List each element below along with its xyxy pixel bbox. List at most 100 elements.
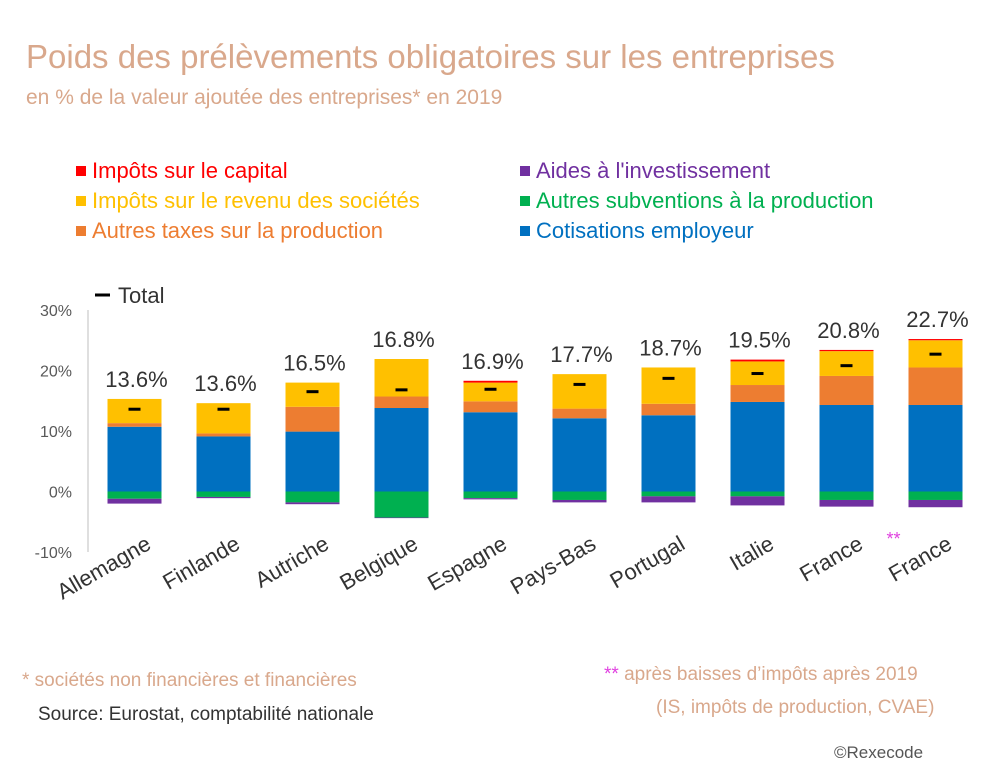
bar-segment <box>285 502 340 505</box>
legend-corporate-income-tax: Impôts sur le revenu des sociétés <box>76 188 420 214</box>
total-value-label: 16.8% <box>372 327 434 352</box>
footnote-tax-cuts-detail: (IS, impôts de production, CVAE) <box>656 697 935 718</box>
bar-segment <box>552 374 607 409</box>
footnote-tax-cuts: ** après baisses d’impôts après 2019 <box>604 664 918 686</box>
bar-segment <box>908 367 963 405</box>
bar-segment <box>463 412 518 492</box>
total-value-label: 16.5% <box>283 351 345 376</box>
legend-swatch-purple <box>520 166 530 176</box>
category-label: Finlande <box>158 531 244 595</box>
bar-segment <box>196 433 251 437</box>
category-note-marker: ** <box>887 529 901 549</box>
bar-segment <box>463 382 518 402</box>
footnote-marker: ** <box>604 664 619 685</box>
legend-label-investment-aid: Aides à l'investissement <box>536 158 771 183</box>
total-value-label: 20.8% <box>817 318 879 343</box>
bar-segment <box>107 491 162 499</box>
bar-segment <box>374 517 429 519</box>
bar-segment <box>285 491 340 503</box>
bar-segment <box>374 408 429 492</box>
total-value-label: 13.6% <box>105 367 167 392</box>
bar-segment <box>819 351 874 376</box>
bar-segment <box>908 339 963 341</box>
bar-segment <box>552 499 607 503</box>
legend-production-subsidies: Autres subventions à la production <box>520 188 874 214</box>
total-value-label: 13.6% <box>194 371 256 396</box>
category-label: Belgique <box>335 531 422 595</box>
bar-segment <box>552 418 607 492</box>
bar-segment <box>730 385 785 402</box>
category-label: Autriche <box>251 531 333 593</box>
bar-segment <box>730 496 785 506</box>
bar-segment <box>285 382 340 407</box>
bar-segment <box>107 498 162 504</box>
total-legend-label: Total <box>118 283 164 308</box>
bar-segment <box>463 491 518 499</box>
bar-segment <box>730 359 785 362</box>
bar-segment <box>463 401 518 413</box>
category-label: Portugal <box>606 531 689 594</box>
category-label: Italie <box>725 531 778 576</box>
bar-segment <box>641 415 696 492</box>
y-tick-label: -10% <box>35 545 72 562</box>
chart-subtitle: en % de la valeur ajoutée des entreprise… <box>26 86 503 109</box>
y-tick-label: 0% <box>49 485 72 502</box>
legend-capital-tax: Impôts sur le capital <box>76 158 288 184</box>
bar-segment <box>819 375 874 405</box>
legend-investment-aid: Aides à l'investissement <box>520 158 770 184</box>
total-value-label: 17.7% <box>550 342 612 367</box>
total-value-label: 16.9% <box>461 349 523 374</box>
legend-production-taxes: Autres taxes sur la production <box>76 218 383 244</box>
legend-label-production-taxes: Autres taxes sur la production <box>92 218 384 243</box>
category-label: France <box>795 531 867 587</box>
bar-segment <box>107 426 162 492</box>
bar-segment <box>641 496 696 503</box>
total-value-label: 22.7% <box>906 307 968 332</box>
total-value-label: 19.5% <box>728 328 790 353</box>
category-label: Allemagne <box>52 531 155 605</box>
source-note: Source: Eurostat, comptabilité nationale <box>38 704 374 725</box>
bar-segment <box>819 404 874 492</box>
bar-segment <box>285 406 340 432</box>
bar-segment <box>285 431 340 492</box>
legend-swatch-red <box>76 166 86 176</box>
bar-segment <box>552 408 607 419</box>
bar-segment <box>107 423 162 427</box>
bar-segment <box>819 499 874 507</box>
bar-segment <box>730 491 785 497</box>
bar-segment <box>463 380 518 383</box>
y-tick-label: 20% <box>40 364 72 381</box>
legend-label-corporate-income-tax: Impôts sur le revenu des sociétés <box>92 188 420 213</box>
bar-segment <box>641 403 696 416</box>
bar-segment <box>107 398 162 424</box>
bar-segment <box>908 499 963 508</box>
y-tick-label: 10% <box>40 424 72 441</box>
bar-segment <box>374 491 429 518</box>
chart-title: Poids des prélèvements obligatoires sur … <box>26 38 835 75</box>
bar-segment <box>641 491 696 497</box>
bar-segment <box>908 404 963 492</box>
bar-segment <box>552 491 607 500</box>
bar-segment <box>196 403 251 434</box>
bar-segment <box>730 401 785 492</box>
legend-employer-contributions: Cotisations employeur <box>520 218 754 244</box>
footnote-companies: * sociétés non financières et financière… <box>22 670 357 691</box>
y-tick-label: 30% <box>40 303 72 320</box>
legend-swatch-blue <box>520 226 530 236</box>
total-value-label: 18.7% <box>639 335 701 360</box>
category-label: Espagne <box>423 531 511 596</box>
legend-label-capital-tax: Impôts sur le capital <box>92 158 288 183</box>
footnote-tax-cuts-text: après baisses d’impôts après 2019 <box>618 664 918 685</box>
bar-segment <box>374 396 429 409</box>
bar-segment <box>196 491 251 497</box>
bar-segment <box>908 491 963 500</box>
legend-swatch-green <box>520 196 530 206</box>
bar-segment <box>819 491 874 500</box>
bar-segment <box>819 349 874 352</box>
legend-label-employer-contributions: Cotisations employeur <box>536 218 754 243</box>
bar-segment <box>641 367 696 404</box>
bar-segment <box>196 436 251 492</box>
copyright: ©Rexecode <box>834 743 924 762</box>
bar-segment <box>196 496 251 499</box>
